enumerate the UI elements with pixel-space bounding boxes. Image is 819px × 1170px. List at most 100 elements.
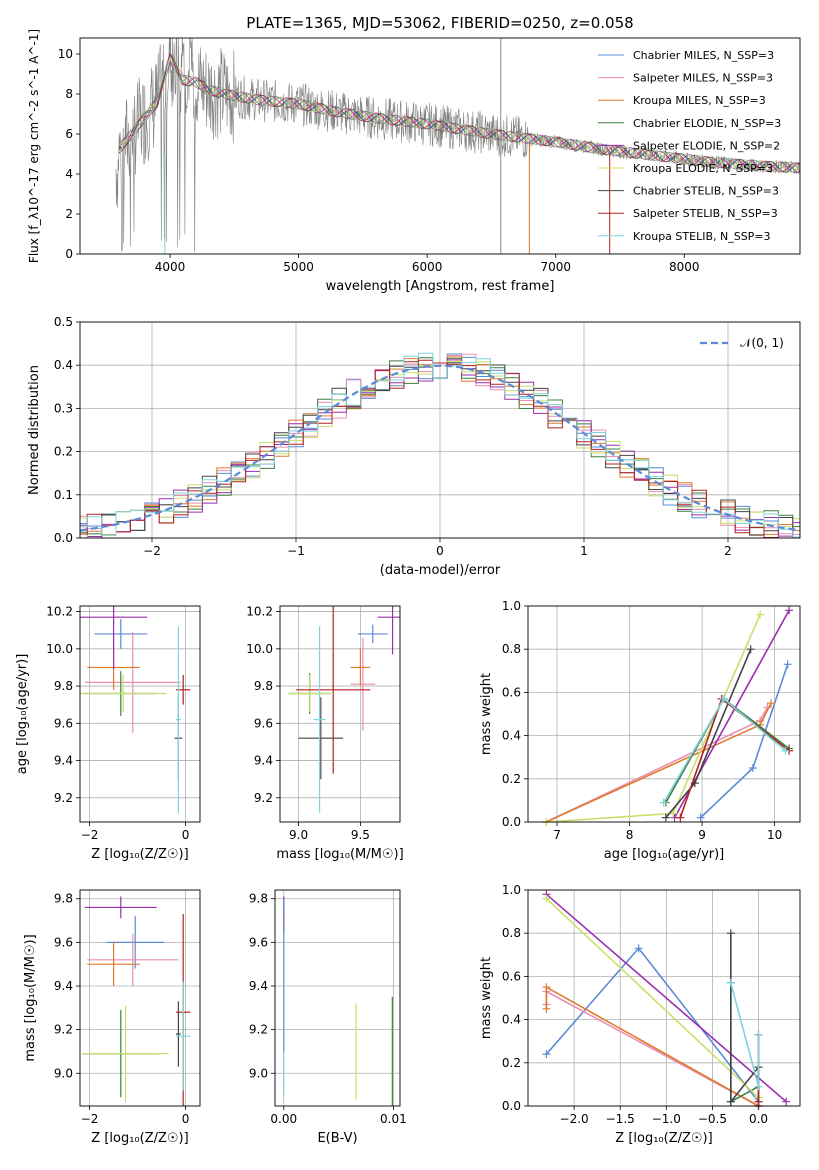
panel-age_vs_Z: −2 0 9.2 9.4 9.6 9.8 10.0 10.2 Z [log₁₀(Z/Z☉)] ag… [15, 605, 201, 862]
series-line-kroupa_miles [545, 985, 759, 1106]
axes-frame [527, 889, 801, 1107]
series-marker-chabrier_stelib [726, 929, 735, 938]
y-tick-label: 6 [65, 127, 73, 141]
series-marker-kroupa_elodie [756, 610, 765, 619]
x-axis-label: Z [log₁₀(Z/Z☉)] [615, 1131, 712, 1146]
y-tick-label: 9.6 [249, 935, 268, 949]
axes-frame [79, 605, 201, 823]
legend-label-normal: 𝒩(0, 1) [740, 336, 784, 350]
x-tick-label: 0.0 [749, 1112, 768, 1126]
panel-mass_vs_Z: −2 0 9.0 9.2 9.4 9.6 9.8 Z [log₁₀(Z/Z☉)] mass [l… [23, 889, 201, 1146]
y-tick-label: 10.2 [46, 605, 73, 619]
x-tick-label: −1.0 [652, 1112, 681, 1126]
legend-label-salpeter_elodie: Salpeter ELODIE, N_SSP=2 [633, 139, 780, 152]
y-tick-label: 0.1 [54, 488, 73, 502]
axes-frame [79, 889, 201, 1107]
spectrum-model-chabrier_stelib [118, 52, 800, 173]
x-tick-label: −2.0 [560, 1112, 589, 1126]
legend-label-chabrier_miles: Chabrier MILES, N_SSP=3 [633, 49, 774, 62]
y-axis-label: mass weight [479, 673, 494, 755]
series-marker-chabrier_miles [696, 813, 705, 822]
x-tick-label: 4000 [155, 260, 186, 274]
y-tick-label: 0.0 [502, 815, 521, 829]
y-tick-label: 9.8 [54, 679, 73, 693]
axes-frame [279, 605, 401, 823]
y-axis-label: mass [log₁₀(M/M☉)] [23, 934, 38, 1061]
x-tick-label: 8000 [669, 260, 700, 274]
axes-frame [527, 605, 801, 823]
series-marker-kroupa_stelib [719, 694, 728, 703]
y-tick-label: 9.8 [254, 679, 273, 693]
y-tick-label: 0.6 [502, 969, 521, 983]
y-tick-label: 1.0 [502, 883, 521, 897]
y-tick-label: 9.8 [249, 892, 268, 906]
y-tick-label: 10 [58, 47, 73, 61]
series-marker-kroupa_stelib [781, 746, 790, 755]
x-tick-label: 10 [767, 828, 782, 842]
y-tick-label: 0.5 [54, 315, 73, 329]
y-tick-label: 0.8 [502, 642, 521, 656]
x-tick-label: −1 [287, 544, 305, 558]
x-axis-label: E(B-V) [317, 1131, 357, 1146]
x-axis-label: wavelength [Angstrom, rest frame] [326, 279, 555, 294]
y-tick-label: 0.2 [502, 772, 521, 786]
spectrum-model-kroupa_stelib [118, 56, 800, 173]
y-axis-label: age [log₁₀(age/yr)] [15, 654, 30, 775]
y-tick-label: 0.2 [54, 445, 73, 459]
series-marker-chabrier_stelib [746, 645, 755, 654]
x-tick-label: −1.5 [606, 1112, 635, 1126]
series-marker-kroupa_miles [542, 1004, 551, 1013]
y-axis-label: Normed distribution [27, 365, 42, 495]
series-marker-kroupa_stelib [659, 798, 668, 807]
x-tick-label: 0 [182, 828, 190, 842]
panel-weight_vs_age: 7 8 9 10 0.0 0.2 0.4 0.6 0.8 1.0 age [log₁₀(age/yr… [479, 599, 801, 862]
legend-label-chabrier_stelib: Chabrier STELIB, N_SSP=3 [633, 185, 779, 198]
y-tick-label: 9.4 [254, 754, 273, 768]
x-tick-label: 5000 [283, 260, 314, 274]
x-tick-label: −2 [81, 828, 99, 842]
panel-weight_vs_Z: −2.0 −1.5 −1.0 −0.5 0.0 0.0 0.2 0.4 0.6 0.8 1.0 Z [… [479, 883, 801, 1146]
legend-label-kroupa_miles: Kroupa MILES, N_SSP=3 [633, 94, 766, 107]
x-tick-label: 0 [436, 544, 444, 558]
series-line-salpeter_miles [545, 707, 769, 822]
x-tick-label: −0.5 [698, 1112, 727, 1126]
series-marker-salpeter_elodie [785, 606, 794, 615]
y-tick-label: 0.2 [502, 1056, 521, 1070]
y-tick-label: 4 [65, 167, 73, 181]
y-tick-label: 0.0 [502, 1099, 521, 1113]
y-tick-label: 2 [65, 207, 73, 221]
series-marker-kroupa_stelib [726, 978, 735, 987]
series-line-kroupa_miles [545, 702, 772, 822]
y-tick-label: 0.4 [502, 1013, 521, 1027]
series-marker-salpeter_stelib [754, 1097, 763, 1106]
axes-frame [274, 889, 401, 1107]
axes-frame [79, 321, 801, 539]
x-tick-label: 0.00 [270, 1112, 297, 1126]
y-tick-label: 0.6 [502, 685, 521, 699]
normal-curve [79, 364, 801, 532]
panel-age_vs_mass: 9.0 9.5 9.2 9.4 9.6 9.8 10.0 10.2 mass [log₁₀(M/… [246, 605, 403, 862]
spectrum-model-salpeter_stelib [118, 52, 800, 173]
series-marker-chabrier_miles [634, 944, 643, 953]
panel-spectrum: 4000 5000 6000 7000 8000 0 2 4 6 8 10 wavelength [A… [27, 29, 801, 294]
x-axis-label: age [log₁₀(age/yr)] [604, 847, 725, 862]
figure-title: PLATE=1365, MJD=53062, FIBERID=0250, z=0… [246, 14, 633, 32]
x-tick-label: 6000 [412, 260, 443, 274]
y-tick-label: 9.4 [54, 754, 73, 768]
y-tick-label: 8 [65, 87, 73, 101]
x-tick-label: 9.0 [289, 828, 308, 842]
axes-frame [79, 37, 801, 255]
x-tick-label: −2 [143, 544, 161, 558]
legend-label-salpeter_stelib: Salpeter STELIB, N_SSP=3 [633, 207, 778, 220]
y-axis-label: Flux [f_λ10^-17 erg cm^-2 s^-1 A^-1] [27, 29, 41, 263]
legend-label-kroupa_stelib: Kroupa STELIB, N_SSP=3 [633, 230, 771, 243]
y-tick-label: 10.0 [46, 642, 73, 656]
y-tick-label: 9.2 [54, 1023, 73, 1037]
x-tick-label: 0 [182, 1112, 190, 1126]
series-line-chabrier_miles [545, 947, 760, 1103]
y-tick-label: 9.8 [54, 892, 73, 906]
y-tick-label: 9.4 [54, 979, 73, 993]
y-tick-label: 9.0 [54, 1066, 73, 1080]
x-tick-label: 8 [626, 828, 634, 842]
